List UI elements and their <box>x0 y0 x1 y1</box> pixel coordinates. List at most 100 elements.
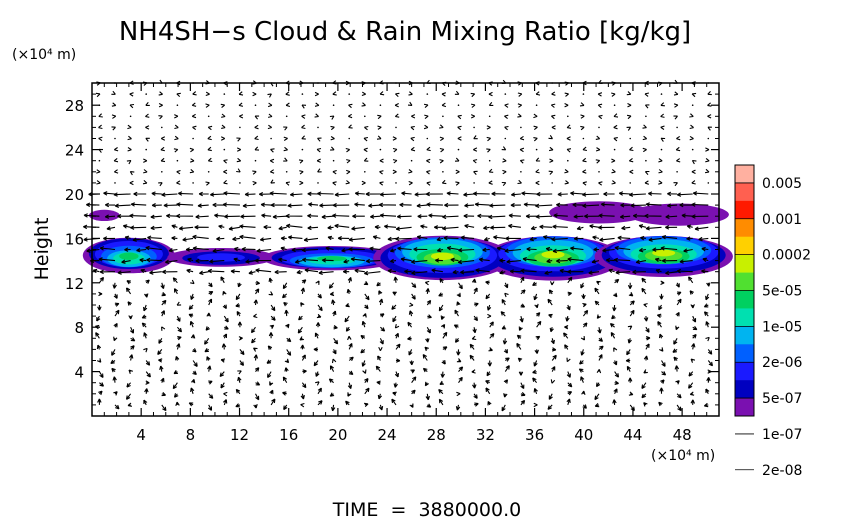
wind-vector <box>667 203 678 208</box>
wind-vector <box>188 304 194 310</box>
wind-vector <box>354 191 365 196</box>
wind-vector <box>643 303 648 308</box>
wind-vector <box>283 301 288 307</box>
wind-vector <box>620 203 631 208</box>
wind-vector <box>652 247 662 252</box>
wind-vector <box>125 393 132 400</box>
wind-vector <box>270 304 276 312</box>
wind-vector <box>706 377 711 383</box>
wind-vector <box>533 293 538 301</box>
wind-vector <box>545 246 553 252</box>
wind-vector <box>488 115 491 118</box>
wind-vector <box>533 137 538 142</box>
wind-vector <box>614 278 620 284</box>
wind-vector <box>129 180 134 186</box>
wind-vector <box>389 248 397 253</box>
wind-vector <box>126 280 131 285</box>
wind-vector <box>542 235 553 240</box>
wind-vector <box>346 159 351 164</box>
wind-vector <box>173 393 179 398</box>
wind-vector <box>332 203 350 208</box>
wind-vector <box>485 280 490 285</box>
wind-vector <box>683 248 693 253</box>
wind-vector <box>596 314 602 319</box>
wind-vector <box>705 168 710 174</box>
wind-vector <box>395 92 400 98</box>
wind-vector <box>570 191 584 196</box>
wind-vector <box>220 276 225 284</box>
wind-vector <box>266 359 272 364</box>
wind-vector <box>505 236 521 241</box>
wind-vector <box>426 202 443 207</box>
wind-vector <box>104 202 116 208</box>
wind-vector <box>376 281 381 287</box>
wind-vector <box>285 171 288 173</box>
wind-vector <box>204 337 210 345</box>
wind-vector <box>317 304 323 312</box>
colorbar-swatch <box>735 236 754 255</box>
wind-vector <box>488 180 493 185</box>
wind-vector <box>111 90 116 95</box>
wind-vector <box>469 354 475 361</box>
wind-vector <box>173 369 179 375</box>
wind-vector <box>130 225 147 230</box>
wind-vector <box>674 365 680 372</box>
wind-vector <box>315 371 320 377</box>
wind-vector <box>535 180 540 186</box>
wind-vector <box>175 401 180 406</box>
wind-vector <box>533 125 538 131</box>
wind-vector <box>223 148 226 151</box>
wind-vector <box>136 248 147 253</box>
wind-vector <box>608 268 615 274</box>
wind-vector <box>615 270 631 275</box>
wind-vector <box>161 192 178 197</box>
wind-vector <box>168 248 178 253</box>
wind-vector <box>106 226 116 231</box>
wind-vector <box>454 90 460 95</box>
wind-vector <box>392 169 397 174</box>
wind-vector <box>329 115 335 120</box>
wind-vector <box>158 182 163 187</box>
wind-vector <box>422 367 428 373</box>
wind-vector <box>224 325 229 330</box>
wind-vector <box>95 92 101 98</box>
wind-vector <box>379 170 384 175</box>
wind-vector <box>474 202 490 207</box>
wind-vector <box>348 113 353 119</box>
wind-vector <box>188 313 194 318</box>
wind-vector <box>237 282 242 288</box>
wind-vector <box>460 235 475 240</box>
wind-vector <box>627 103 632 108</box>
wind-vector <box>629 300 635 306</box>
wind-vector <box>256 248 272 253</box>
wind-vector <box>417 214 428 219</box>
wind-vector <box>364 125 369 131</box>
wind-vector <box>332 310 337 317</box>
y-tick-label: 12 <box>65 275 84 293</box>
wind-vector <box>145 113 150 118</box>
wind-vector <box>549 158 554 163</box>
wind-vector <box>705 147 710 152</box>
wind-vector <box>223 169 228 174</box>
wind-vector <box>182 237 194 242</box>
wind-vector <box>111 102 117 107</box>
wind-vector <box>665 270 678 276</box>
x-tick-label: 44 <box>623 426 642 444</box>
wind-vector <box>270 202 287 208</box>
wind-vector <box>488 91 493 97</box>
wind-vector <box>377 393 383 400</box>
wind-vector <box>329 291 335 297</box>
wind-vector <box>317 400 323 406</box>
wind-vector <box>660 280 665 286</box>
wind-vector <box>626 91 632 96</box>
wind-vector <box>673 103 679 108</box>
wind-vector <box>192 182 194 184</box>
wind-vector <box>483 237 490 242</box>
colorbar-label: 1e-07 <box>762 427 802 443</box>
wind-vector <box>441 102 447 108</box>
cloud-region <box>594 235 733 277</box>
wind-vector <box>96 180 101 185</box>
wind-vector <box>114 404 120 410</box>
wind-vector <box>151 203 162 208</box>
wind-vector <box>143 304 148 312</box>
